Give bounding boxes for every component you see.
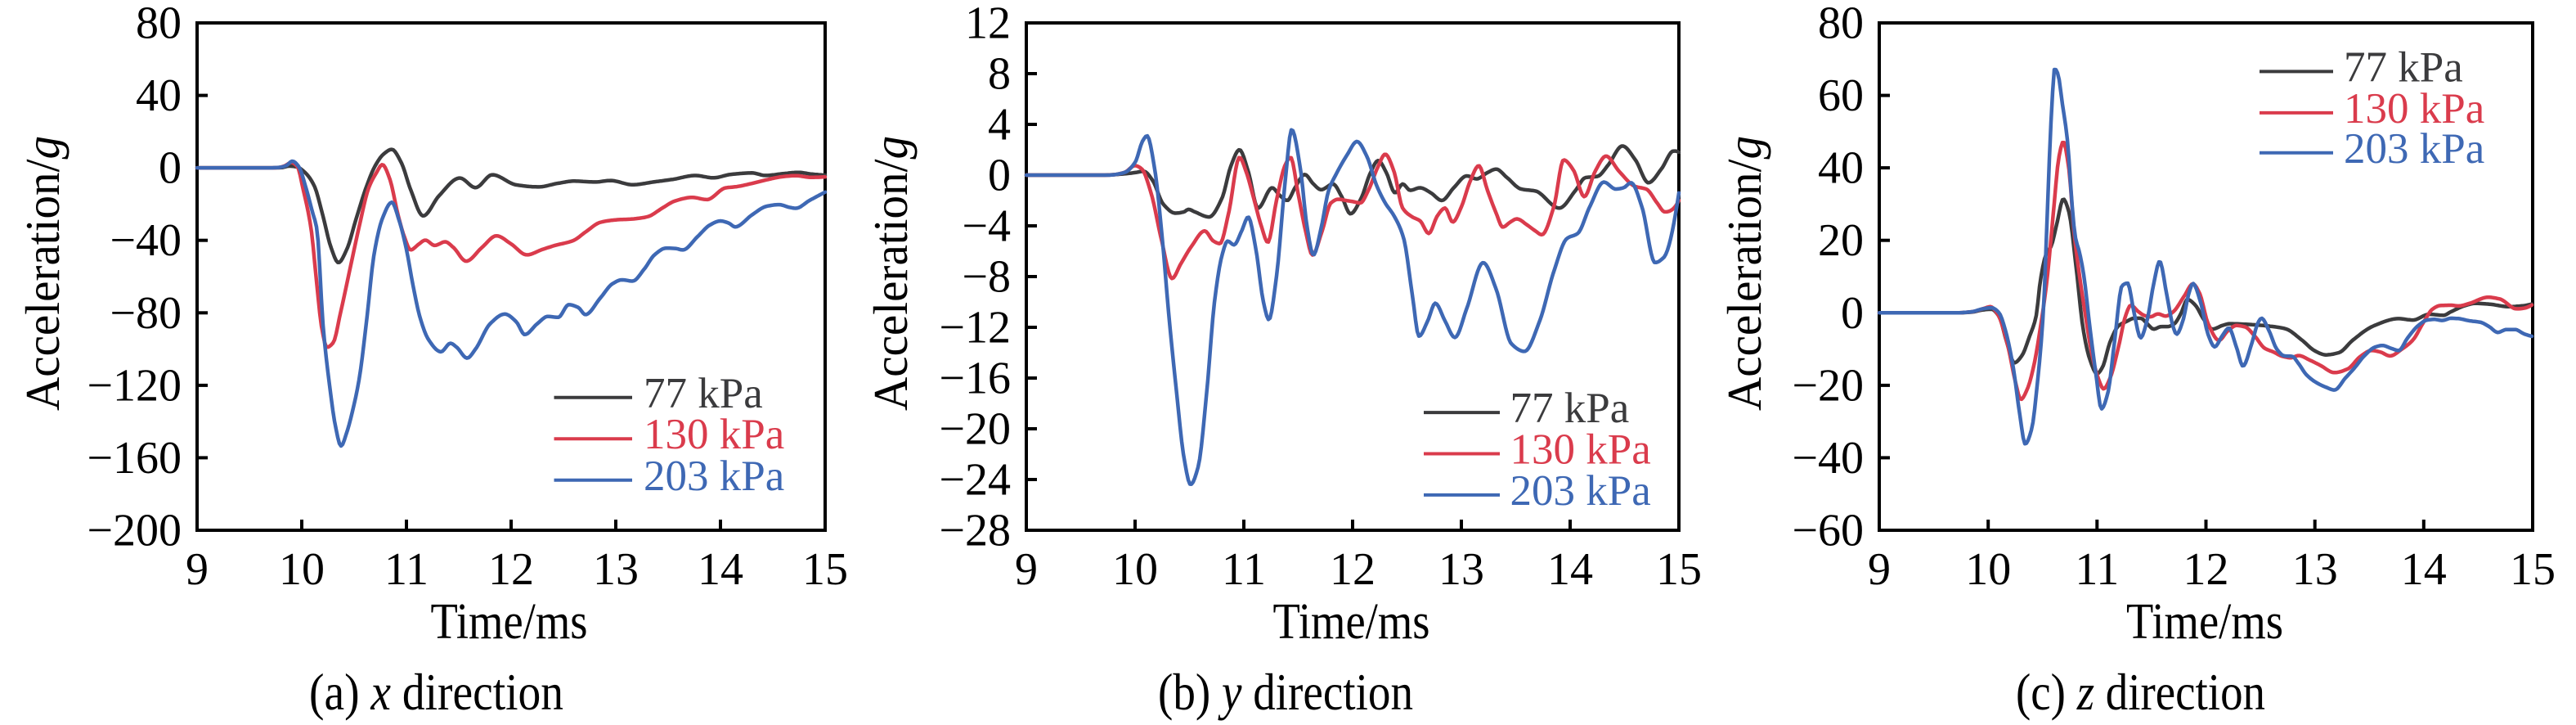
- svg-text:Time/ms: Time/ms: [1273, 594, 1430, 650]
- svg-text:−120: −120: [87, 360, 182, 411]
- svg-text:Acceleration/g: Acceleration/g: [16, 136, 70, 411]
- svg-text:8: 8: [988, 49, 1011, 100]
- svg-text:12: 12: [488, 544, 534, 595]
- svg-text:40: 40: [1818, 143, 1864, 194]
- svg-text:40: 40: [136, 70, 182, 121]
- svg-text:11: 11: [384, 544, 429, 595]
- svg-text:9: 9: [1015, 544, 1038, 595]
- svg-text:−20: −20: [1792, 360, 1864, 411]
- svg-text:77 kPa: 77 kPa: [1510, 385, 1630, 432]
- svg-text:130 kPa: 130 kPa: [2344, 85, 2484, 133]
- svg-text:−40: −40: [1792, 433, 1864, 484]
- svg-text:0: 0: [1841, 288, 1864, 339]
- svg-text:77 kPa: 77 kPa: [644, 370, 763, 417]
- svg-text:−4: −4: [962, 201, 1011, 252]
- svg-text:Acceleration/g: Acceleration/g: [864, 136, 918, 411]
- svg-text:14: 14: [2401, 544, 2447, 595]
- svg-text:77 kPa: 77 kPa: [2344, 43, 2463, 91]
- svg-text:10: 10: [279, 544, 325, 595]
- svg-text:10: 10: [1965, 544, 2011, 595]
- svg-text:−200: −200: [87, 506, 182, 556]
- svg-text:−24: −24: [939, 455, 1011, 506]
- svg-text:14: 14: [1547, 544, 1593, 595]
- svg-text:130 kPa: 130 kPa: [644, 411, 784, 458]
- svg-text:−40: −40: [110, 215, 182, 266]
- svg-text:11: 11: [2075, 544, 2119, 595]
- svg-text:20: 20: [1818, 215, 1864, 266]
- svg-text:Time/ms: Time/ms: [2126, 594, 2283, 650]
- svg-text:9: 9: [1868, 544, 1891, 595]
- svg-text:203 kPa: 203 kPa: [1510, 467, 1651, 515]
- svg-text:Acceleration/g: Acceleration/g: [1717, 136, 1771, 411]
- svg-text:13: 13: [2292, 544, 2338, 595]
- svg-text:0: 0: [159, 143, 182, 194]
- svg-text:14: 14: [698, 544, 743, 595]
- svg-text:12: 12: [2183, 544, 2229, 595]
- svg-text:−60: −60: [1792, 506, 1864, 556]
- svg-text:−20: −20: [939, 404, 1011, 455]
- svg-text:0: 0: [988, 151, 1011, 201]
- svg-text:10: 10: [1112, 544, 1158, 595]
- svg-text:−28: −28: [939, 506, 1011, 556]
- svg-text:13: 13: [593, 544, 639, 595]
- svg-text:80: 80: [1818, 0, 1864, 49]
- svg-text:80: 80: [136, 0, 182, 49]
- svg-text:12: 12: [965, 0, 1011, 49]
- svg-text:13: 13: [1438, 544, 1484, 595]
- svg-text:−8: −8: [962, 252, 1011, 303]
- svg-text:Time/ms: Time/ms: [431, 594, 588, 650]
- svg-text:12: 12: [1330, 544, 1376, 595]
- svg-text:−12: −12: [939, 303, 1011, 353]
- svg-text:−160: −160: [87, 433, 182, 484]
- svg-text:(b) y direction: (b) y direction: [1158, 663, 1413, 721]
- svg-text:(c) z direction: (c) z direction: [2016, 663, 2265, 721]
- svg-text:9: 9: [186, 544, 209, 595]
- svg-text:15: 15: [802, 544, 848, 595]
- svg-text:15: 15: [2510, 544, 2556, 595]
- svg-text:−80: −80: [110, 288, 182, 339]
- svg-text:15: 15: [1656, 544, 1702, 595]
- svg-text:(a) x direction: (a) x direction: [309, 663, 563, 721]
- svg-text:130 kPa: 130 kPa: [1510, 426, 1651, 474]
- svg-text:4: 4: [988, 100, 1011, 151]
- svg-text:−16: −16: [939, 353, 1011, 404]
- svg-text:60: 60: [1818, 70, 1864, 121]
- svg-text:203 kPa: 203 kPa: [644, 453, 784, 500]
- svg-text:11: 11: [1222, 544, 1266, 595]
- svg-text:203 kPa: 203 kPa: [2344, 125, 2484, 173]
